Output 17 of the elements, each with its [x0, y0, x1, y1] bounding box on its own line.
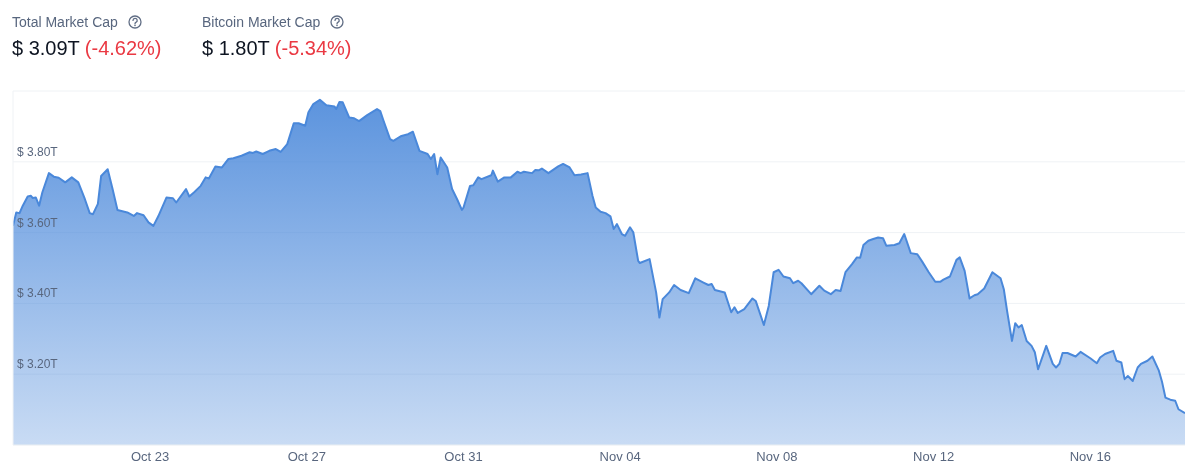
text: $ 1.80T	[202, 37, 270, 59]
text: $ 3.09T	[12, 37, 80, 59]
x-tick-label: Oct 31	[444, 449, 483, 465]
x-tick-label: Oct 27	[287, 449, 326, 465]
y-tick-label: $ 3.20T	[17, 357, 59, 372]
y-tick-label: $ 3.40T	[17, 286, 59, 301]
x-tick-label: Nov 08	[756, 449, 798, 465]
y-tick-label: $ 3.60T	[17, 215, 59, 230]
text: Total Market Cap	[12, 14, 118, 30]
x-tick-label: Nov 12	[913, 449, 955, 465]
y-tick-label: $ 3.80T	[17, 144, 59, 159]
x-tick-label: Nov 04	[599, 449, 641, 465]
text: (-4.62%)	[84, 37, 162, 59]
text: Bitcoin Market Cap	[202, 14, 321, 30]
text: (-5.34%)	[274, 37, 352, 59]
x-tick-label: Oct 23	[130, 449, 170, 465]
x-tick-label: Nov 16	[1069, 449, 1111, 465]
